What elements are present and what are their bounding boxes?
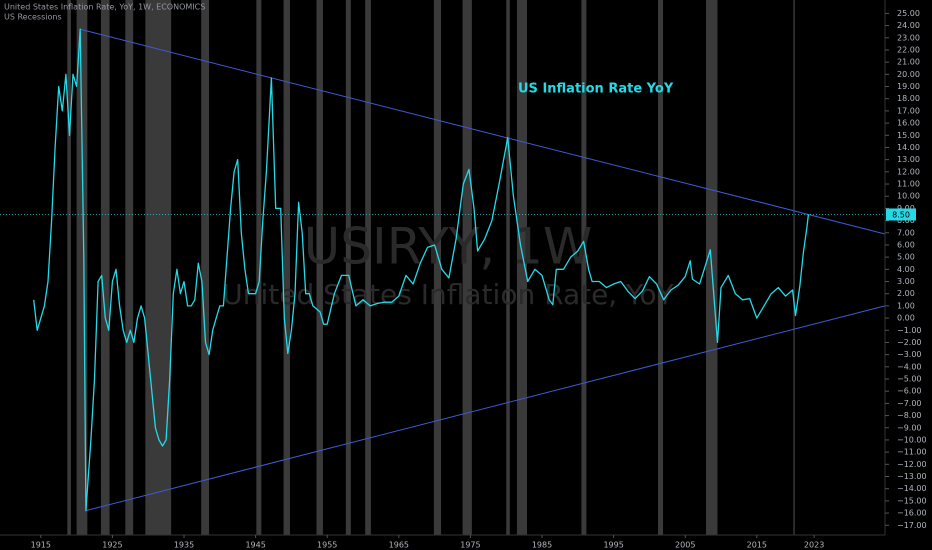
recession-band	[125, 0, 134, 535]
series-line	[33, 28, 810, 512]
y-tick-label: 25.00	[897, 9, 920, 18]
y-tick-label: 14.00	[897, 143, 920, 152]
y-tick-label: −2.00	[897, 338, 922, 347]
y-tick-label: −11.00	[897, 448, 927, 457]
x-tick-label: 1925	[102, 541, 122, 550]
y-tick-label: 3.00	[897, 277, 915, 286]
y-tick-label: 19.00	[897, 82, 920, 91]
y-tick-label: 2.00	[897, 289, 915, 298]
recession-band	[462, 0, 472, 535]
x-tick-label: 1955	[317, 541, 337, 550]
y-tick-label: 4.00	[897, 265, 915, 274]
recession-band	[316, 0, 323, 535]
x-tick-label: 1995	[603, 541, 623, 550]
y-tick-label: −5.00	[897, 375, 922, 384]
x-tick-label: 2023	[804, 541, 824, 550]
y-tick-label: 11.00	[897, 180, 920, 189]
y-tick-label: 22.00	[897, 45, 920, 54]
y-tick-label: 13.00	[897, 155, 920, 164]
y-tick-label: −10.00	[897, 435, 927, 444]
y-tick-label: 20.00	[897, 70, 920, 79]
y-tick-label: −6.00	[897, 387, 922, 396]
y-tick-label: −14.00	[897, 484, 927, 493]
chart-subtitle: US Recessions	[4, 13, 62, 22]
recession-band	[76, 0, 88, 535]
x-tick-label: 1985	[532, 541, 552, 550]
price-label-box	[886, 208, 916, 221]
y-tick-label: 1.00	[897, 301, 915, 310]
x-tick-label: 2005	[675, 541, 695, 550]
y-tick-label: −13.00	[897, 472, 927, 481]
recession-band	[793, 0, 795, 535]
y-tick-label: 18.00	[897, 94, 920, 103]
y-tick-label: −1.00	[897, 326, 922, 335]
recession-band	[201, 0, 210, 535]
x-tick-label: 1945	[245, 541, 265, 550]
recession-band	[67, 0, 71, 535]
chart-title: United States Inflation Rate, YoY, 1W, E…	[4, 3, 205, 12]
y-tick-label: 15.00	[897, 131, 920, 140]
x-tick-label: 1965	[389, 541, 409, 550]
price-label: 8.50	[892, 210, 910, 219]
y-tick-label: 16.00	[897, 119, 920, 128]
y-tick-label: −7.00	[897, 399, 922, 408]
trendline	[80, 28, 886, 235]
recession-band	[581, 0, 587, 535]
y-tick-label: 9.00	[897, 204, 915, 213]
y-tick-label: −3.00	[897, 350, 922, 359]
axis-layer: 25.00 24.00 23.00 22.00 21.00 20.00 19.00 18.00…	[31, 9, 927, 550]
y-tick-label: 6.00	[897, 240, 915, 249]
y-tick-label: 23.00	[897, 33, 920, 42]
y-tick-label: −12.00	[897, 460, 927, 469]
y-tick-label: 21.00	[897, 58, 920, 67]
recession-band	[100, 0, 110, 535]
recession-band	[506, 0, 510, 535]
y-tick-label: 24.00	[897, 21, 920, 30]
y-tick-label: −17.00	[897, 521, 927, 530]
watermark-subtitle: United States Inflation Rate, YoY	[222, 278, 674, 311]
recession-band	[365, 0, 371, 535]
x-tick-label: 1975	[460, 541, 480, 550]
recession-band	[658, 0, 664, 535]
y-tick-label: 7.00	[897, 228, 915, 237]
plot-layer	[0, 28, 886, 512]
annotation: US Inflation Rate YoY	[518, 82, 674, 97]
y-tick-label: 8.00	[897, 216, 915, 225]
y-tick-label: −8.00	[897, 411, 922, 420]
recession-band	[345, 0, 351, 535]
x-tick-label: 1935	[174, 541, 194, 550]
y-tick-label: −16.00	[897, 509, 927, 518]
x-tick-label: 2015	[747, 541, 767, 550]
recession-band	[433, 0, 442, 535]
watermark: USIRYY, 1W	[304, 218, 593, 276]
recession-band	[283, 0, 290, 535]
recession-band	[145, 0, 172, 535]
y-tick-label: 5.00	[897, 253, 915, 262]
x-tick-label: 1915	[31, 541, 51, 550]
y-tick-label: 17.00	[897, 106, 920, 115]
y-tick-label: 0.00	[897, 314, 915, 323]
y-tick-label: −9.00	[897, 423, 922, 432]
recession-band	[256, 0, 262, 535]
y-tick-label: −15.00	[897, 496, 927, 505]
y-tick-label: 10.00	[897, 192, 920, 201]
y-tick-label: −4.00	[897, 362, 922, 371]
y-tick-label: 12.00	[897, 167, 920, 176]
trendline	[85, 305, 886, 512]
recession-band	[516, 0, 527, 535]
